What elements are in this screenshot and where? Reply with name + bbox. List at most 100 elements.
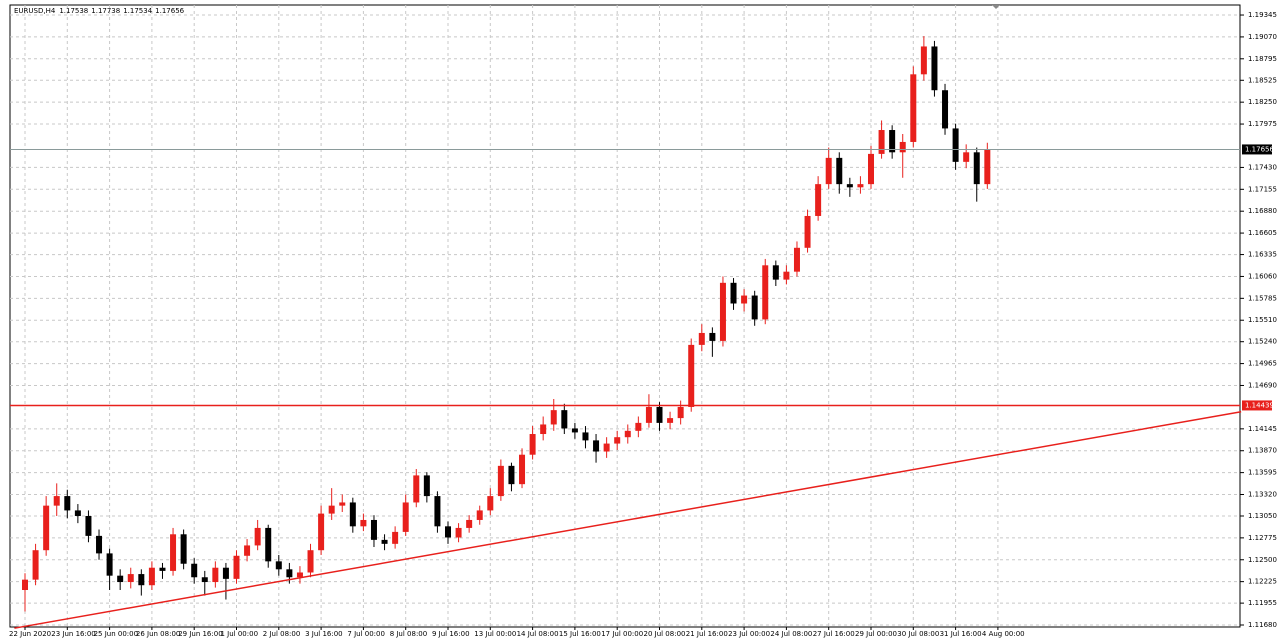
x-tick-label: 4 Aug 00:00 <box>982 630 1025 638</box>
candle-body <box>688 344 695 407</box>
y-tick-label: 1.16060 <box>1248 272 1277 280</box>
candle-body <box>180 534 187 564</box>
candle-body <box>984 149 991 185</box>
candle-body <box>32 550 39 580</box>
candle-body <box>772 265 779 280</box>
y-tick-label: 1.14690 <box>1248 381 1277 389</box>
candle-body <box>222 567 229 579</box>
candle-body <box>85 515 92 536</box>
y-tick-label: 1.17155 <box>1248 185 1277 193</box>
x-tick-label: 29 Jun 16:00 <box>178 630 222 638</box>
candle-body <box>96 535 103 554</box>
candle-body <box>963 152 970 162</box>
y-tick-label: 1.15240 <box>1248 338 1277 346</box>
x-tick-label: 23 Jun 16:00 <box>51 630 95 638</box>
candle-body <box>339 502 346 506</box>
x-tick-label: 29 Jul 00:00 <box>855 630 897 638</box>
y-tick-label: 1.18250 <box>1248 98 1277 106</box>
marks <box>10 36 1242 629</box>
symbol: EURUSD,H4 <box>14 7 56 15</box>
candle-body <box>466 519 473 528</box>
y-tick-label: 1.11955 <box>1248 599 1277 607</box>
candle-body <box>762 265 769 320</box>
candle-body <box>318 513 325 551</box>
candle-body <box>667 418 674 423</box>
candle-body <box>645 406 652 423</box>
y-tick-label: 1.19345 <box>1248 11 1277 19</box>
candle-body <box>445 526 451 538</box>
candle-body <box>698 332 705 345</box>
candle-body <box>296 572 303 578</box>
candle-body <box>201 577 208 583</box>
candle-body <box>138 574 145 586</box>
x-tick-label: 15 Jul 16:00 <box>559 630 601 638</box>
candle-body <box>212 567 219 583</box>
y-tick-label: 1.11680 <box>1248 621 1277 629</box>
candle-body <box>624 430 631 438</box>
candle-body <box>487 496 494 511</box>
x-tick-label: 2 Jul 08:00 <box>263 630 301 638</box>
candle-body <box>159 567 166 571</box>
y-tick-label: 1.14145 <box>1248 425 1277 433</box>
candle-body <box>709 332 716 341</box>
low: 1.17534 <box>123 7 152 15</box>
candle-body <box>244 545 251 556</box>
candle-body <box>434 496 441 527</box>
x-tick-label: 31 Jul 16:00 <box>940 630 982 638</box>
candle-body <box>381 539 388 544</box>
y-tick-label: 1.13320 <box>1248 490 1277 498</box>
candle-body <box>455 527 462 538</box>
candle-body <box>148 567 155 586</box>
y-tick-label: 1.19070 <box>1248 33 1277 41</box>
candle-body <box>392 531 399 544</box>
y-tick-label: 1.14965 <box>1248 360 1277 368</box>
candle-body <box>910 74 917 142</box>
candle-body <box>402 502 409 532</box>
candle-body <box>254 527 261 546</box>
candle-body <box>561 410 568 429</box>
candle-body <box>127 574 134 583</box>
trendline <box>14 410 1242 629</box>
candle-body <box>423 475 430 497</box>
candle-body <box>370 519 377 540</box>
shift-marker <box>992 5 1000 9</box>
y-tick-label: 1.18525 <box>1248 76 1277 84</box>
candle-body <box>476 510 483 520</box>
candle-body <box>349 502 356 527</box>
candle-body <box>53 496 60 506</box>
plot-frame <box>9 4 1241 628</box>
y-tick-label: 1.12225 <box>1248 578 1277 586</box>
candle-body <box>899 141 906 153</box>
y-tick-label: 1.15785 <box>1248 294 1277 302</box>
candle-body <box>603 443 610 452</box>
y-tick-label: 1.17430 <box>1248 163 1277 171</box>
x-tick-label: 22 Jun 2020 <box>9 630 51 638</box>
candle-body <box>275 561 282 570</box>
x-tick-label: 3 Jul 16:00 <box>305 630 343 638</box>
x-tick-label: 26 Jun 08:00 <box>136 630 180 638</box>
candle-body <box>170 534 177 571</box>
candle-body <box>265 527 272 562</box>
y-tick-label: 1.13050 <box>1248 512 1277 520</box>
candle-body <box>22 579 28 590</box>
candle-body <box>614 437 621 444</box>
candle-body <box>43 505 50 551</box>
candle-body <box>942 90 949 129</box>
y-tick-label: 1.18795 <box>1248 55 1277 63</box>
candle-body <box>952 128 959 162</box>
candle-body <box>529 434 536 455</box>
close: 1.17656 <box>155 7 184 15</box>
candle-body <box>719 282 726 341</box>
x-tick-label: 30 Jul 08:00 <box>897 630 939 638</box>
last-price-label: 1.17656 <box>1245 145 1274 153</box>
candle-body <box>846 184 853 188</box>
last-price-bg <box>1242 144 1272 155</box>
candle-body <box>286 569 293 578</box>
candle-body <box>413 475 420 503</box>
grid <box>10 5 1244 630</box>
candle-body <box>857 184 864 188</box>
y-tick-label: 1.13595 <box>1248 469 1277 477</box>
x-tick-label: 27 Jul 16:00 <box>813 630 855 638</box>
